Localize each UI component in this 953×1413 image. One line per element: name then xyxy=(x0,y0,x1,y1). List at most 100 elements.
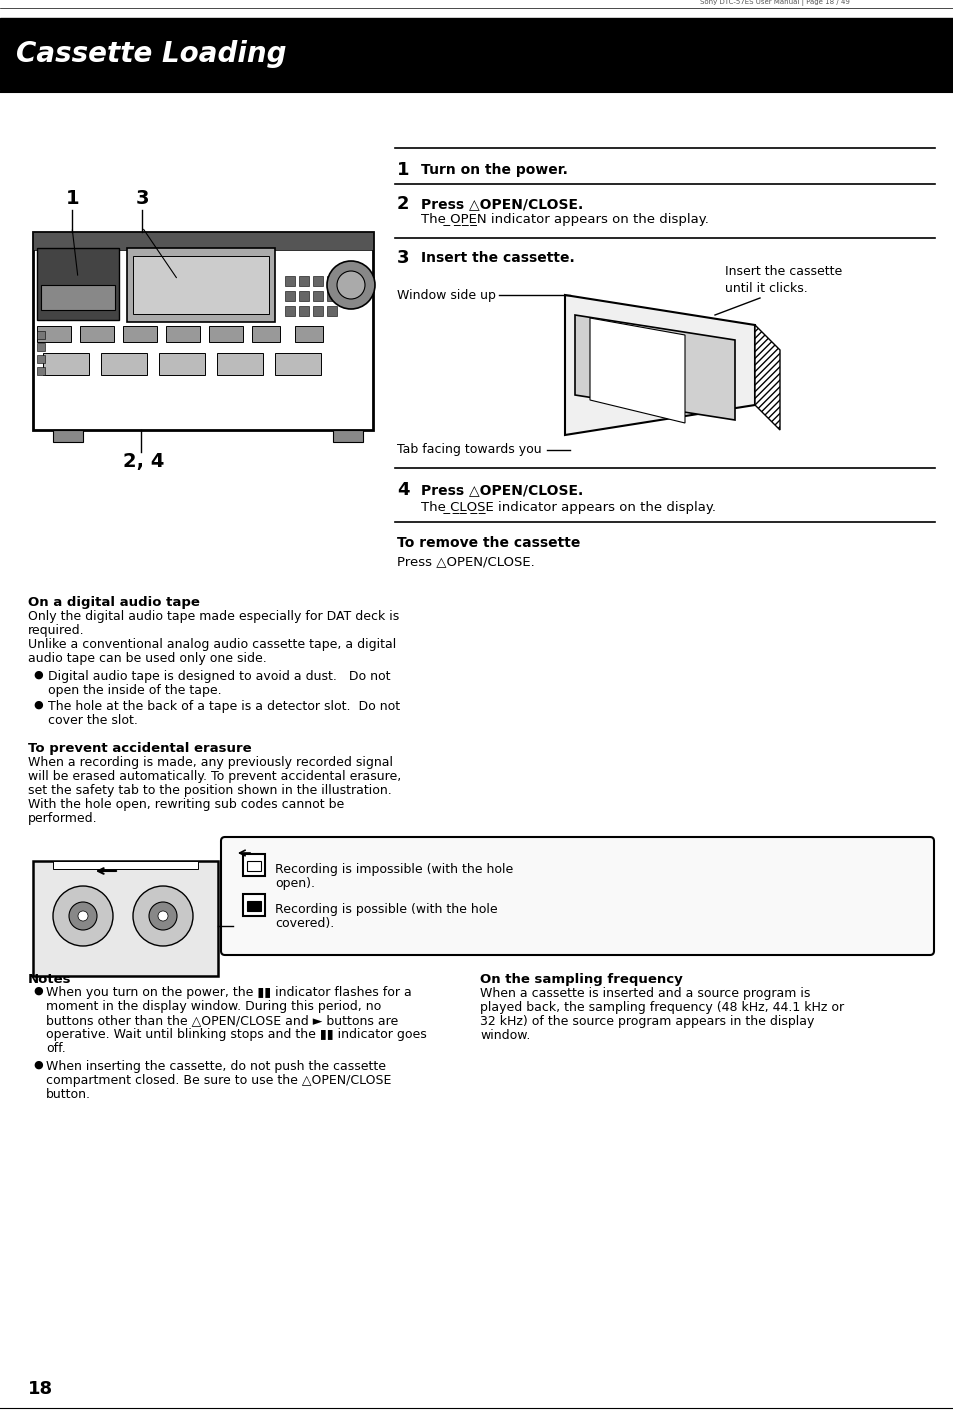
Text: 4: 4 xyxy=(396,480,409,499)
Text: buttons other than the △OPEN/CLOSE and ► buttons are: buttons other than the △OPEN/CLOSE and ►… xyxy=(46,1015,397,1027)
Bar xyxy=(101,353,147,374)
Bar xyxy=(37,355,45,363)
Bar xyxy=(123,326,157,342)
Bar xyxy=(43,353,89,374)
Polygon shape xyxy=(564,295,754,435)
Bar xyxy=(285,276,294,285)
Text: 3: 3 xyxy=(396,249,409,267)
Text: audio tape can be used only one side.: audio tape can be used only one side. xyxy=(28,651,267,666)
Bar xyxy=(41,285,115,309)
Circle shape xyxy=(53,886,112,945)
Bar xyxy=(243,894,265,916)
Text: 1: 1 xyxy=(396,161,409,179)
Text: Digital audio tape is designed to avoid a dust.   Do not: Digital audio tape is designed to avoid … xyxy=(48,670,390,682)
Bar xyxy=(313,307,323,317)
Text: open).: open). xyxy=(274,877,314,890)
Circle shape xyxy=(327,261,375,309)
Text: Press △OPEN/CLOSE.: Press △OPEN/CLOSE. xyxy=(396,555,535,568)
Text: covered).: covered). xyxy=(274,917,334,930)
Text: Notes: Notes xyxy=(28,974,71,986)
Text: Turn on the power.: Turn on the power. xyxy=(420,162,567,177)
Bar xyxy=(132,256,269,314)
Bar xyxy=(294,326,323,342)
Bar xyxy=(33,232,373,430)
Bar xyxy=(285,291,294,301)
Bar xyxy=(37,331,45,339)
Text: button.: button. xyxy=(46,1088,91,1101)
Text: Unlike a conventional analog audio cassette tape, a digital: Unlike a conventional analog audio casse… xyxy=(28,639,395,651)
Text: window.: window. xyxy=(479,1029,530,1041)
Circle shape xyxy=(132,886,193,945)
FancyBboxPatch shape xyxy=(221,836,933,955)
Bar xyxy=(127,249,274,322)
Circle shape xyxy=(69,901,97,930)
Text: To prevent accidental erasure: To prevent accidental erasure xyxy=(28,742,252,755)
Text: off.: off. xyxy=(46,1041,66,1056)
Text: Tab facing towards you: Tab facing towards you xyxy=(396,444,541,456)
Bar xyxy=(37,249,119,319)
Polygon shape xyxy=(575,315,734,420)
Circle shape xyxy=(336,271,365,300)
Text: 2: 2 xyxy=(396,195,409,213)
Text: will be erased automatically. To prevent accidental erasure,: will be erased automatically. To prevent… xyxy=(28,770,401,783)
Bar xyxy=(285,307,294,317)
Text: moment in the display window. During this period, no: moment in the display window. During thi… xyxy=(46,1000,381,1013)
Text: compartment closed. Be sure to use the △OPEN/CLOSE: compartment closed. Be sure to use the △… xyxy=(46,1074,391,1087)
Bar xyxy=(216,353,263,374)
Text: Cassette Loading: Cassette Loading xyxy=(16,40,286,68)
Bar xyxy=(274,353,320,374)
Text: Recording is possible (with the hole: Recording is possible (with the hole xyxy=(274,903,497,916)
Circle shape xyxy=(149,901,177,930)
Text: On a digital audio tape: On a digital audio tape xyxy=(28,596,200,609)
Text: 2, 4: 2, 4 xyxy=(123,452,164,472)
Text: When a cassette is inserted and a source program is: When a cassette is inserted and a source… xyxy=(479,988,809,1000)
Bar xyxy=(80,326,113,342)
Text: The ̲O̲P̲E̲N indicator appears on the display.: The ̲O̲P̲E̲N indicator appears on the di… xyxy=(420,213,708,226)
Text: 18: 18 xyxy=(28,1381,53,1397)
Text: Press △OPEN/CLOSE.: Press △OPEN/CLOSE. xyxy=(420,483,582,497)
Polygon shape xyxy=(754,325,780,430)
Bar xyxy=(313,291,323,301)
Text: required.: required. xyxy=(28,625,85,637)
Bar xyxy=(298,307,309,317)
Text: The hole at the back of a tape is a detector slot.  Do not: The hole at the back of a tape is a dete… xyxy=(48,699,399,714)
Text: On the sampling frequency: On the sampling frequency xyxy=(479,974,682,986)
Text: Insert the cassette
until it clicks.: Insert the cassette until it clicks. xyxy=(724,266,841,295)
Bar xyxy=(33,861,218,976)
Circle shape xyxy=(158,911,168,921)
Bar xyxy=(333,430,363,442)
Bar xyxy=(247,861,261,870)
Text: When inserting the cassette, do not push the cassette: When inserting the cassette, do not push… xyxy=(46,1060,386,1072)
Bar xyxy=(159,353,205,374)
Bar xyxy=(252,326,280,342)
Text: When you turn on the power, the ▮▮ indicator flashes for a: When you turn on the power, the ▮▮ indic… xyxy=(46,986,412,999)
Text: played back, the sampling frequency (48 kHz, 44.1 kHz or: played back, the sampling frequency (48 … xyxy=(479,1000,843,1015)
Bar xyxy=(327,276,336,285)
Bar xyxy=(298,291,309,301)
Bar xyxy=(247,901,261,911)
Text: 1: 1 xyxy=(66,188,79,208)
Text: ●: ● xyxy=(33,1060,43,1070)
Text: cover the slot.: cover the slot. xyxy=(48,714,138,728)
Text: 3: 3 xyxy=(136,188,150,208)
Bar xyxy=(166,326,200,342)
Text: Only the digital audio tape made especially for DAT deck is: Only the digital audio tape made especia… xyxy=(28,610,399,623)
Text: ●: ● xyxy=(33,699,43,709)
Bar xyxy=(327,307,336,317)
Bar xyxy=(327,291,336,301)
Text: Insert the cassette.: Insert the cassette. xyxy=(420,252,574,266)
Bar xyxy=(313,276,323,285)
Bar xyxy=(53,430,83,442)
Text: Recording is impossible (with the hole: Recording is impossible (with the hole xyxy=(274,863,513,876)
Text: ●: ● xyxy=(33,670,43,680)
Text: ●: ● xyxy=(33,986,43,996)
Text: To remove the cassette: To remove the cassette xyxy=(396,536,579,550)
Bar xyxy=(37,343,45,350)
Bar xyxy=(298,276,309,285)
Bar xyxy=(0,18,953,90)
Text: set the safety tab to the position shown in the illustration.: set the safety tab to the position shown… xyxy=(28,784,392,797)
Text: The ̲C̲L̲O̲S̲E indicator appears on the display.: The ̲C̲L̲O̲S̲E indicator appears on the … xyxy=(420,502,716,514)
Circle shape xyxy=(78,911,88,921)
Bar xyxy=(243,853,265,876)
Text: Window side up: Window side up xyxy=(396,288,496,301)
